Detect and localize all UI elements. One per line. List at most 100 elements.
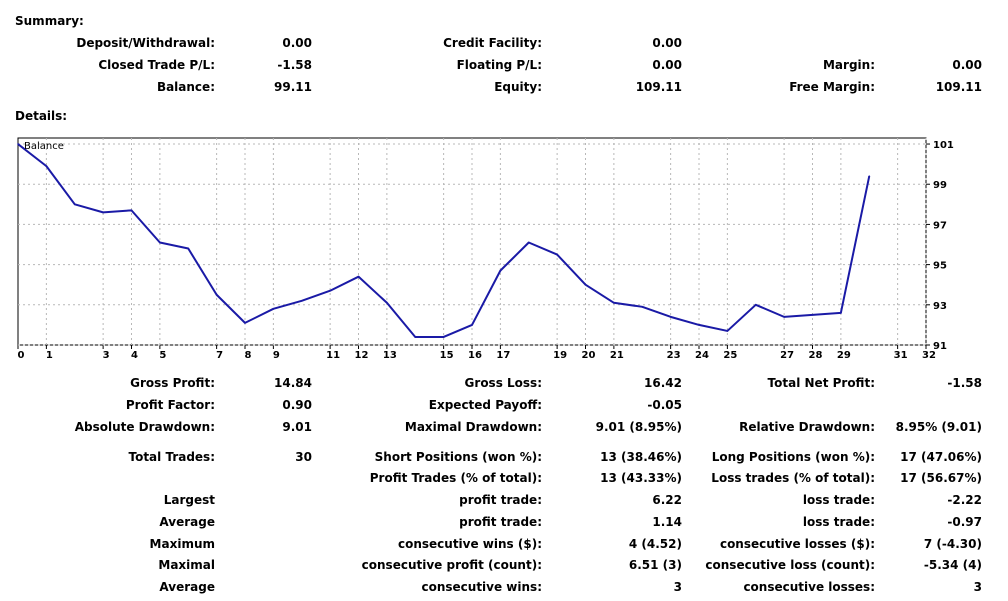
- stat-label: Profit Trades (% of total):: [369, 471, 542, 485]
- balance-point: [130, 209, 133, 212]
- balance-point: [300, 299, 303, 302]
- balance-point: [215, 293, 218, 296]
- y-tick-label: 97: [933, 220, 947, 231]
- x-tick-label: 12: [355, 350, 369, 361]
- x-tick-label: 27: [780, 350, 794, 361]
- summary-label: Margin:: [822, 58, 875, 72]
- summary-label: Equity:: [494, 80, 542, 94]
- x-tick-label: 15: [440, 350, 454, 361]
- balance-chart-svg: 0 1 3 4 5 7 8 9 11 12 13 15 16 17 19 20 21 23 24 25 27 28 29 31…: [17, 137, 954, 361]
- details-heading: Details:: [15, 109, 68, 123]
- x-tick-label: 32: [922, 350, 936, 361]
- summary-label: Closed Trade P/L:: [98, 58, 215, 72]
- summary-label: Free Margin:: [789, 80, 875, 94]
- summary-heading: Summary:: [15, 14, 84, 28]
- stat-label: Loss trades (% of total):: [711, 471, 875, 485]
- x-tick-label: 29: [837, 350, 851, 361]
- stat-value: -5.34 (4): [923, 558, 982, 572]
- chart-frame: [17, 137, 927, 346]
- stat-label: Largest: [163, 493, 215, 507]
- balance-point: [556, 253, 558, 256]
- x-tick-label: 24: [695, 350, 709, 361]
- balance-point: [613, 301, 615, 304]
- stat-value: 9.01: [282, 420, 312, 434]
- balance-point: [45, 165, 48, 167]
- balance-point: [499, 269, 502, 272]
- y-tick-label: 99: [933, 180, 947, 191]
- balance-point: [698, 324, 700, 326]
- balance-point: [471, 324, 473, 326]
- summary-label: Balance:: [156, 80, 215, 94]
- stat-label: consecutive profit (count):: [361, 558, 542, 572]
- balance-point: [159, 241, 161, 244]
- y-tick-label: 93: [933, 301, 947, 312]
- balance-point: [414, 336, 417, 338]
- stat-label: Maximum: [149, 537, 215, 551]
- stat-value: 0.90: [282, 398, 312, 412]
- x-tick-label: 9: [273, 350, 280, 361]
- x-tick-label: 1: [46, 350, 53, 361]
- stat-value: 16.42: [644, 376, 682, 390]
- balance-point: [840, 312, 842, 314]
- x-tick-label: 19: [553, 350, 567, 361]
- stat-value: -0.97: [947, 515, 982, 529]
- stat-label: Profit Factor:: [125, 398, 215, 412]
- x-tick-label: 4: [131, 350, 138, 361]
- balance-point: [357, 275, 360, 278]
- x-tick-label: 23: [667, 350, 681, 361]
- balance-point: [584, 283, 587, 286]
- stat-label: consecutive loss (count):: [705, 558, 875, 572]
- stat-value: 1.14: [652, 515, 682, 529]
- stat-label: loss trade:: [802, 515, 875, 529]
- balance-point: [641, 306, 644, 308]
- stat-label: Maximal: [158, 558, 215, 572]
- stat-label: Total Net Profit:: [767, 376, 875, 390]
- y-tick-label: 91: [933, 341, 947, 352]
- stat-label: profit trade:: [459, 515, 542, 529]
- balance-point: [868, 175, 871, 177]
- balance-point: [811, 314, 814, 316]
- summary-label: Credit Facility:: [443, 36, 542, 50]
- x-tick-label: 20: [582, 350, 596, 361]
- x-tick-label: 7: [216, 350, 223, 361]
- x-tick-label: 3: [103, 350, 110, 361]
- chart-title: Balance: [24, 141, 64, 152]
- stat-value: 6.51 (3): [628, 558, 682, 572]
- stat-value: -0.05: [647, 398, 682, 412]
- stat-label: consecutive losses ($):: [719, 537, 875, 551]
- stat-value: -2.22: [947, 493, 982, 507]
- stat-label: consecutive wins:: [421, 580, 542, 594]
- x-tick-label: 13: [383, 350, 397, 361]
- summary-value: 0.00: [652, 58, 682, 72]
- stat-value: 13 (38.46%): [600, 450, 682, 464]
- stat-value: 17 (47.06%): [900, 450, 982, 464]
- balance-point: [754, 304, 757, 306]
- stat-value: 6.22: [652, 493, 682, 507]
- summary-value: 0.00: [652, 36, 682, 50]
- x-tick-label: 31: [894, 350, 908, 361]
- x-tick-label: 17: [496, 350, 510, 361]
- balance-point: [329, 289, 331, 292]
- stat-label: Maximal Drawdown:: [404, 420, 542, 434]
- stat-label: profit trade:: [459, 493, 542, 507]
- balance-point: [527, 241, 530, 244]
- x-tick-label: 16: [468, 350, 482, 361]
- x-tick-label: 5: [159, 350, 166, 361]
- stat-value: 17 (56.67%): [900, 471, 982, 485]
- stat-value: 7 (-4.30): [923, 537, 982, 551]
- summary-label: Deposit/Withdrawal:: [76, 36, 215, 50]
- summary-value: 0.00: [952, 58, 982, 72]
- balance-point: [73, 203, 76, 206]
- balance-point: [244, 322, 246, 324]
- summary-label: Floating P/L:: [456, 58, 542, 72]
- stat-value: -1.58: [947, 376, 982, 390]
- balance-point: [272, 308, 275, 310]
- stat-value: 9.01 (8.95%): [595, 420, 682, 434]
- stat-label: loss trade:: [802, 493, 875, 507]
- stat-label: Expected Payoff:: [428, 398, 542, 412]
- summary-value: 0.00: [282, 36, 312, 50]
- stat-label: Absolute Drawdown:: [74, 420, 215, 434]
- stat-label: Gross Profit:: [130, 376, 215, 390]
- stat-value: 14.84: [274, 376, 312, 390]
- stat-label: Long Positions (won %):: [711, 450, 875, 464]
